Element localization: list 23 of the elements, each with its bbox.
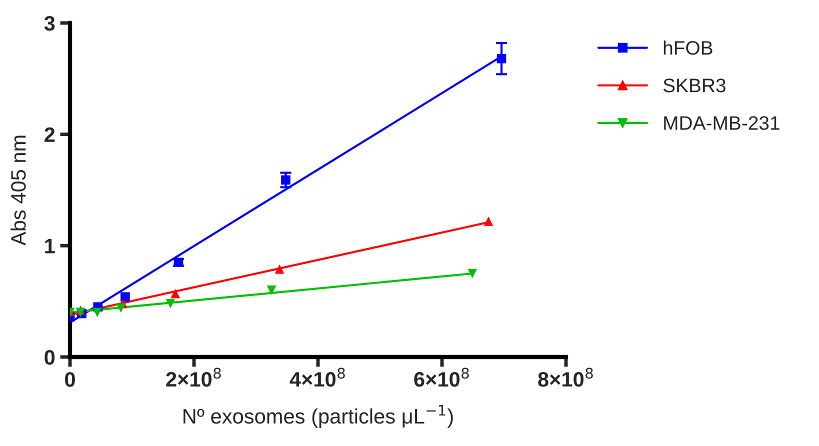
y-tick-label: 3 — [44, 16, 55, 31]
point — [266, 286, 276, 295]
point — [170, 288, 180, 298]
point — [116, 303, 126, 313]
x-tick-label: 8×10$^{8}$ — [538, 368, 593, 387]
point — [166, 298, 176, 308]
legend-label: MDA-MB-231 — [664, 116, 780, 130]
point — [274, 264, 284, 274]
x-tick-label: 6×10$^{8}$ — [414, 368, 469, 387]
point — [468, 268, 478, 278]
x-tick-label: 2×10$^{8}$ — [166, 368, 221, 387]
point — [92, 308, 102, 318]
point — [484, 216, 494, 226]
point — [120, 292, 130, 302]
y-axis-title: Abs 405 nm — [10, 136, 26, 246]
x-tick-label: 0 — [65, 372, 75, 387]
y-tick-label: 1 — [45, 238, 55, 254]
legend-label: hFOB — [664, 40, 712, 55]
x-tick-label: 4×10$^{8}$ — [290, 368, 345, 387]
y-tick-label: 2 — [44, 127, 55, 142]
x-axis-title: Nº exosomes (particles μL$^{−1}$) — [184, 404, 453, 428]
legend-label: SKBR3 — [663, 78, 726, 92]
y-tick-label: 0 — [44, 350, 55, 365]
